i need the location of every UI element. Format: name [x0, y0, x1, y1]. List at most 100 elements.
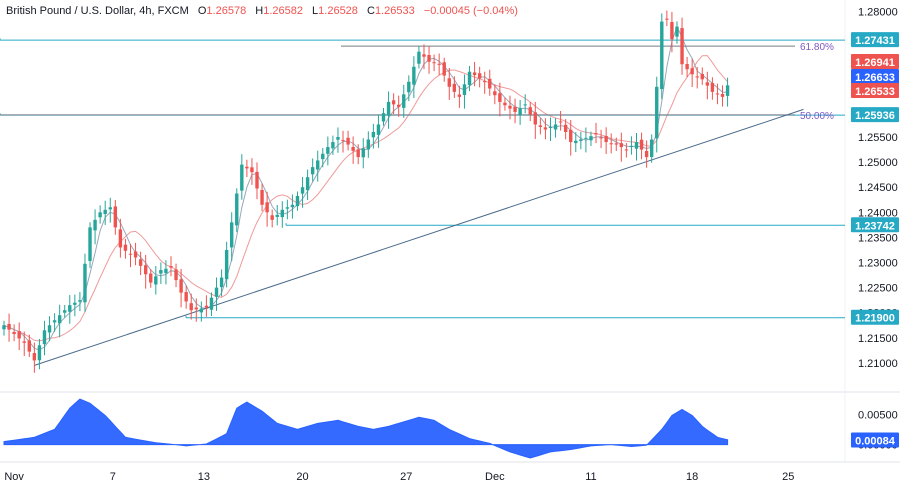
candle[interactable]: [569, 119, 573, 156]
candle[interactable]: [255, 162, 259, 200]
candle[interactable]: [118, 218, 123, 258]
candle[interactable]: [73, 294, 77, 317]
candle[interactable]: [467, 65, 472, 92]
candle[interactable]: [655, 76, 659, 153]
candle[interactable]: [27, 334, 31, 357]
candle[interactable]: [305, 169, 310, 201]
candle[interactable]: [609, 133, 613, 154]
candle[interactable]: [143, 254, 148, 289]
candle[interactable]: [42, 320, 47, 356]
candle[interactable]: [523, 94, 527, 114]
candle[interactable]: [37, 338, 42, 370]
candle[interactable]: [528, 102, 532, 122]
candle[interactable]: [660, 13, 664, 100]
candle[interactable]: [12, 324, 16, 342]
candle[interactable]: [488, 69, 492, 96]
candle[interactable]: [442, 57, 446, 82]
candle[interactable]: [103, 200, 107, 225]
candle[interactable]: [22, 331, 26, 356]
candle[interactable]: [280, 201, 284, 228]
candle[interactable]: [7, 313, 11, 342]
candle[interactable]: [214, 277, 219, 311]
candle[interactable]: [675, 21, 679, 44]
candle[interactable]: [584, 127, 588, 153]
candle[interactable]: [93, 209, 97, 245]
candle[interactable]: [574, 132, 578, 153]
candle[interactable]: [407, 75, 411, 102]
candle[interactable]: [639, 132, 644, 160]
candle[interactable]: [619, 132, 624, 162]
candle[interactable]: [462, 74, 467, 109]
candle[interactable]: [391, 93, 396, 115]
candle[interactable]: [553, 118, 558, 138]
candle[interactable]: [98, 205, 102, 224]
candle[interactable]: [235, 188, 239, 233]
candle[interactable]: [386, 91, 391, 129]
candle[interactable]: [78, 291, 82, 312]
candle[interactable]: [417, 45, 421, 69]
candle[interactable]: [432, 54, 436, 72]
candle[interactable]: [477, 66, 482, 88]
candle[interactable]: [513, 98, 517, 124]
candle[interactable]: [366, 131, 371, 158]
candle[interactable]: [533, 101, 537, 139]
candle[interactable]: [725, 77, 730, 107]
candle[interactable]: [321, 147, 325, 168]
candle[interactable]: [204, 295, 209, 317]
candle[interactable]: [543, 118, 548, 140]
candle[interactable]: [457, 85, 462, 108]
candle[interactable]: [690, 59, 694, 88]
candle[interactable]: [685, 56, 689, 78]
candle[interactable]: [300, 176, 305, 208]
candle[interactable]: [199, 301, 204, 322]
candle[interactable]: [219, 269, 224, 297]
candle[interactable]: [224, 241, 229, 288]
candle[interactable]: [599, 129, 603, 149]
candle[interactable]: [720, 85, 725, 107]
candle[interactable]: [604, 127, 608, 154]
candle[interactable]: [412, 56, 416, 99]
candle[interactable]: [316, 150, 320, 182]
candle[interactable]: [250, 158, 254, 185]
candle[interactable]: [589, 131, 593, 146]
candle[interactable]: [614, 137, 618, 151]
candle[interactable]: [68, 295, 72, 324]
candle[interactable]: [123, 238, 128, 259]
candle[interactable]: [538, 118, 543, 135]
candle[interactable]: [705, 71, 710, 100]
candle[interactable]: [128, 243, 133, 268]
candle[interactable]: [447, 67, 451, 100]
candle[interactable]: [376, 114, 381, 148]
candle[interactable]: [695, 66, 699, 89]
candle[interactable]: [52, 313, 57, 332]
candle[interactable]: [310, 158, 315, 182]
candle[interactable]: [493, 84, 497, 105]
candle[interactable]: [558, 110, 563, 131]
candle[interactable]: [331, 135, 335, 155]
candle[interactable]: [508, 95, 512, 120]
candle[interactable]: [265, 191, 269, 227]
candle[interactable]: [402, 84, 406, 118]
candle[interactable]: [83, 253, 87, 312]
candle[interactable]: [169, 256, 173, 277]
candle[interactable]: [154, 265, 158, 295]
candle[interactable]: [634, 132, 639, 161]
candle[interactable]: [285, 199, 290, 220]
candle[interactable]: [159, 262, 163, 284]
candle[interactable]: [240, 154, 244, 200]
candle[interactable]: [503, 97, 507, 111]
candle[interactable]: [57, 304, 62, 338]
candle[interactable]: [336, 127, 340, 153]
candle[interactable]: [88, 222, 92, 268]
candle[interactable]: [356, 144, 360, 165]
candle[interactable]: [361, 138, 365, 169]
candlestick-layer[interactable]: [2, 10, 730, 373]
candle[interactable]: [563, 119, 568, 140]
candle[interactable]: [63, 305, 67, 318]
candle[interactable]: [346, 130, 350, 151]
candle[interactable]: [270, 209, 274, 228]
candle[interactable]: [341, 130, 345, 153]
candle[interactable]: [164, 260, 168, 285]
